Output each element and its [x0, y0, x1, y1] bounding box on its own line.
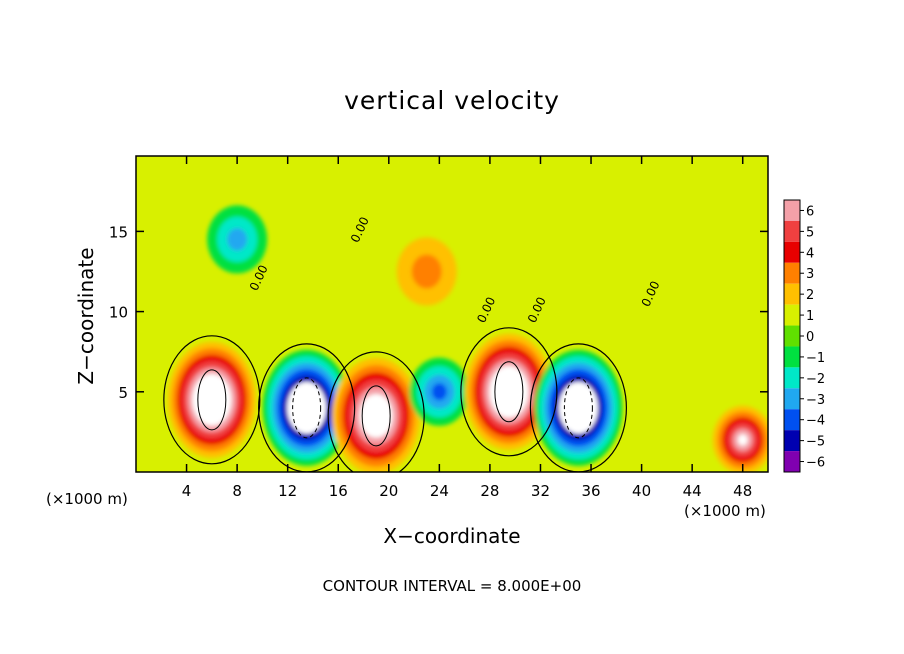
colorbar-swatch — [784, 200, 800, 221]
x-tick-label: 8 — [232, 482, 242, 500]
y-tick-label: 5 — [118, 384, 128, 402]
heatmap-cell — [503, 385, 514, 399]
colorbar: 6 5 4 3 2 1 0 −1 −2 −3 −4 −5 −6 — [783, 199, 825, 473]
colorbar-tick-label: −2 — [806, 372, 825, 387]
x-tick-label: 48 — [733, 482, 752, 500]
chart-title: vertical velocity — [344, 86, 560, 115]
heatmap-cell — [737, 434, 748, 446]
colorbar-swatch — [784, 388, 800, 410]
heatmap-cell — [411, 254, 442, 289]
plot-area: 0.000.000.00 0.000.00 — [136, 156, 768, 472]
y-tick-label: 10 — [109, 304, 128, 322]
y-tick-label: 15 — [109, 223, 128, 241]
colorbar-swatch — [784, 430, 800, 452]
y-axis: 5 10 15 — [109, 223, 768, 402]
colorbar-swatch — [784, 241, 800, 263]
heatmap-cell — [573, 401, 584, 415]
colorbar-tick-label: −1 — [806, 351, 825, 366]
x-axis-unit: (×1000 m) — [684, 502, 766, 520]
colorbar-tick-label: 1 — [806, 309, 814, 324]
x-tick-label: 20 — [379, 482, 398, 500]
plot-frame — [135, 155, 769, 473]
inner-contour — [292, 377, 322, 439]
colorbar-swatch — [784, 325, 800, 347]
zero-contour — [163, 335, 261, 465]
heatmap-cells — [167, 205, 768, 472]
colorbar-swatch — [784, 451, 800, 472]
x-tick-label: 36 — [581, 482, 600, 500]
contour-interval-note: CONTOUR INTERVAL = 8.000E+00 — [322, 577, 582, 595]
colorbar-swatch — [784, 304, 800, 326]
heatmap-cell — [370, 408, 382, 424]
x-tick-label: 16 — [329, 482, 348, 500]
x-tick-label: 24 — [430, 482, 449, 500]
colorbar-tick-label: 3 — [806, 267, 814, 282]
heatmap-cell — [206, 393, 217, 407]
zero-contour — [327, 351, 425, 472]
inner-contour — [494, 361, 524, 423]
colorbar-tick-label: 4 — [806, 246, 814, 261]
heatmap-cell — [431, 383, 447, 401]
inner-contour — [563, 377, 593, 439]
colorbar-swatch — [784, 346, 800, 368]
heatmap-cell — [301, 401, 312, 415]
inner-contour — [197, 369, 227, 431]
colorbar-swatch — [784, 283, 800, 305]
colorbar-swatch — [784, 409, 800, 431]
colorbar-tick-label: −6 — [806, 456, 825, 471]
x-tick-label: 12 — [278, 482, 297, 500]
x-axis: 4 8 12 16 20 24 28 32 36 40 44 48 — [182, 156, 752, 500]
x-axis-label: X−coordinate — [383, 524, 521, 548]
colorbar-swatch — [784, 262, 800, 284]
colorbar-tick-label: −5 — [806, 435, 825, 450]
colorbar-swatch — [784, 367, 800, 389]
heatmap-cell — [227, 228, 248, 251]
colorbar-tick-label: 0 — [806, 330, 814, 345]
x-tick-label: 28 — [480, 482, 499, 500]
colorbar-tick-label: 6 — [806, 204, 814, 219]
x-tick-label: 40 — [632, 482, 651, 500]
colorbar-swatch — [784, 220, 800, 242]
colorbar-tick-label: −3 — [806, 393, 825, 408]
colorbar-tick-label: 2 — [806, 288, 814, 303]
x-tick-label: 32 — [531, 482, 550, 500]
y-axis-unit: (×1000 m) — [46, 490, 128, 508]
colorbar-tick-label: 5 — [806, 225, 814, 240]
zero-contour — [460, 327, 558, 457]
colorbar-tick-label: −4 — [806, 414, 825, 429]
inner-contour — [361, 385, 391, 447]
x-tick-label: 44 — [683, 482, 702, 500]
x-tick-label: 4 — [182, 482, 192, 500]
